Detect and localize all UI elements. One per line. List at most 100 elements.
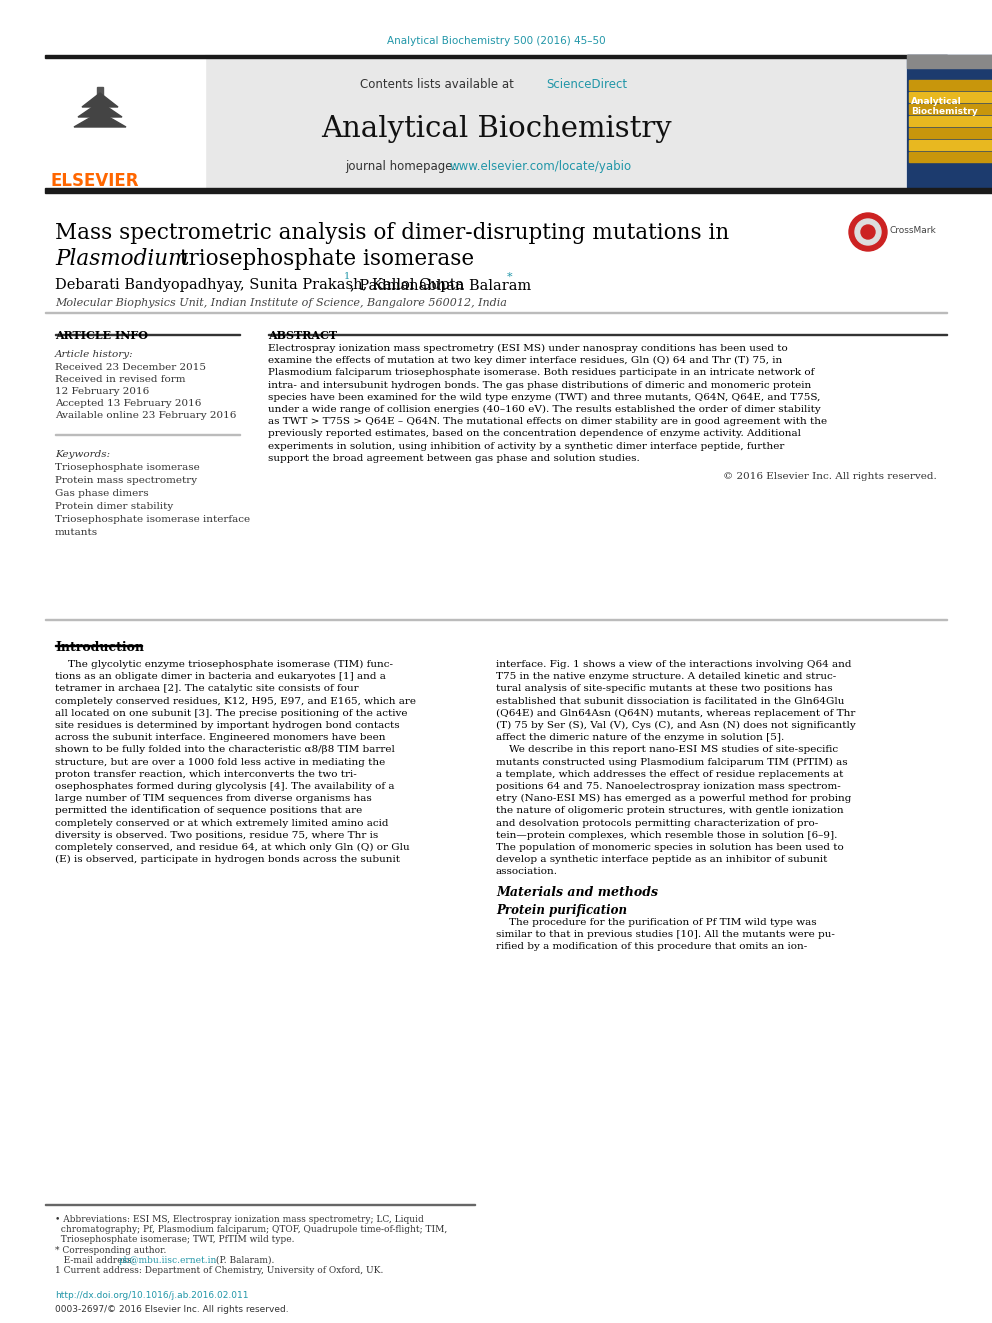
- Text: http://dx.doi.org/10.1016/j.ab.2016.02.011: http://dx.doi.org/10.1016/j.ab.2016.02.0…: [55, 1291, 249, 1301]
- Text: similar to that in previous studies [10]. All the mutants were pu-: similar to that in previous studies [10]…: [496, 930, 835, 939]
- Bar: [907, 56, 992, 191]
- Text: site residues is determined by important hydrogen bond contacts: site residues is determined by important…: [55, 721, 400, 730]
- Bar: [97, 107, 103, 116]
- Text: the nature of oligomeric protein structures, with gentle ionization: the nature of oligomeric protein structu…: [496, 807, 843, 815]
- Text: across the subunit interface. Engineered monomers have been: across the subunit interface. Engineered…: [55, 733, 386, 742]
- Text: * Corresponding author.: * Corresponding author.: [55, 1246, 167, 1256]
- Text: Triosephosphate isomerase: Triosephosphate isomerase: [55, 463, 199, 472]
- Text: E-mail address:: E-mail address:: [55, 1256, 138, 1265]
- Text: chromatography; Pf, Plasmodium falciparum; QTOF, Quadrupole time-of-flight; TIM,: chromatography; Pf, Plasmodium falciparu…: [55, 1225, 447, 1234]
- Circle shape: [855, 220, 881, 245]
- Text: proton transfer reaction, which interconverts the two tri-: proton transfer reaction, which intercon…: [55, 770, 357, 779]
- Text: completely conserved residues, K12, H95, E97, and E165, which are: completely conserved residues, K12, H95,…: [55, 697, 416, 705]
- Text: etry (Nano-ESI MS) has emerged as a powerful method for probing: etry (Nano-ESI MS) has emerged as a powe…: [496, 794, 851, 803]
- Text: as TWT > T75S > Q64E – Q64N. The mutational effects on dimer stability are in go: as TWT > T75S > Q64E – Q64N. The mutatio…: [268, 417, 827, 426]
- Text: CrossMark: CrossMark: [890, 226, 936, 235]
- Text: mutants: mutants: [55, 528, 98, 537]
- Text: positions 64 and 75. Nanoelectrospray ionization mass spectrom-: positions 64 and 75. Nanoelectrospray io…: [496, 782, 841, 791]
- Bar: [909, 93, 992, 102]
- Text: ABSTRACT: ABSTRACT: [268, 329, 337, 341]
- Text: intra- and intersubunit hydrogen bonds. The gas phase distributions of dimeric a: intra- and intersubunit hydrogen bonds. …: [268, 381, 811, 389]
- Polygon shape: [82, 93, 118, 107]
- Bar: [205, 56, 905, 191]
- Bar: [45, 56, 205, 191]
- Text: shown to be fully folded into the characteristic α8/β8 TIM barrel: shown to be fully folded into the charac…: [55, 745, 395, 754]
- Text: , Padmanabhan Balaram: , Padmanabhan Balaram: [350, 278, 532, 292]
- Bar: [45, 56, 947, 58]
- Text: (E) is observed, participate in hydrogen bonds across the subunit: (E) is observed, participate in hydrogen…: [55, 855, 400, 864]
- Text: Triosephosphate isomerase interface: Triosephosphate isomerase interface: [55, 515, 250, 524]
- Text: osephosphates formed during glycolysis [4]. The availability of a: osephosphates formed during glycolysis […: [55, 782, 395, 791]
- Text: 1: 1: [344, 273, 350, 280]
- Text: develop a synthetic interface peptide as an inhibitor of subunit: develop a synthetic interface peptide as…: [496, 855, 827, 864]
- Bar: [909, 79, 992, 90]
- Circle shape: [861, 225, 875, 239]
- Text: Received 23 December 2015: Received 23 December 2015: [55, 363, 206, 372]
- Text: tions as an obligate dimer in bacteria and eukaryotes [1] and a: tions as an obligate dimer in bacteria a…: [55, 672, 386, 681]
- Text: diversity is observed. Two positions, residue 75, where Thr is: diversity is observed. Two positions, re…: [55, 831, 378, 840]
- Bar: [909, 128, 992, 138]
- Text: support the broad agreement between gas phase and solution studies.: support the broad agreement between gas …: [268, 454, 640, 463]
- Text: interface. Fig. 1 shows a view of the interactions involving Q64 and: interface. Fig. 1 shows a view of the in…: [496, 660, 851, 669]
- Text: a template, which addresses the effect of residue replacements at: a template, which addresses the effect o…: [496, 770, 843, 779]
- Text: Plasmodium: Plasmodium: [55, 247, 188, 270]
- Text: ARTICLE INFO: ARTICLE INFO: [55, 329, 148, 341]
- Text: Introduction: Introduction: [55, 642, 144, 654]
- Text: Protein dimer stability: Protein dimer stability: [55, 501, 174, 511]
- Text: affect the dimeric nature of the enzyme in solution [5].: affect the dimeric nature of the enzyme …: [496, 733, 785, 742]
- Text: Keywords:: Keywords:: [55, 450, 110, 459]
- Text: permitted the identification of sequence positions that are: permitted the identification of sequence…: [55, 807, 362, 815]
- Bar: [909, 140, 992, 149]
- Text: The procedure for the purification of Pf TIM wild type was: The procedure for the purification of Pf…: [496, 918, 816, 926]
- Text: www.elsevier.com/locate/yabio: www.elsevier.com/locate/yabio: [449, 160, 631, 173]
- Text: mutants constructed using Plasmodium falciparum TIM (PfTIM) as: mutants constructed using Plasmodium fal…: [496, 758, 847, 767]
- Text: *: *: [507, 273, 513, 282]
- Text: Protein purification: Protein purification: [496, 904, 627, 917]
- Bar: [45, 188, 992, 193]
- Text: ScienceDirect: ScienceDirect: [546, 78, 627, 91]
- Text: tetramer in archaea [2]. The catalytic site consists of four: tetramer in archaea [2]. The catalytic s…: [55, 684, 359, 693]
- Text: established that subunit dissociation is facilitated in the Gln64Glu: established that subunit dissociation is…: [496, 697, 844, 705]
- Text: Gas phase dimers: Gas phase dimers: [55, 490, 149, 497]
- Text: Triosephosphate isomerase; TWT, PfTIM wild type.: Triosephosphate isomerase; TWT, PfTIM wi…: [55, 1234, 295, 1244]
- Bar: [909, 152, 992, 161]
- Text: Molecular Biophysics Unit, Indian Institute of Science, Bangalore 560012, India: Molecular Biophysics Unit, Indian Instit…: [55, 298, 507, 308]
- Text: Electrospray ionization mass spectrometry (ESI MS) under nanospray conditions ha: Electrospray ionization mass spectrometr…: [268, 344, 788, 353]
- Text: tein—protein complexes, which resemble those in solution [6–9].: tein—protein complexes, which resemble t…: [496, 831, 837, 840]
- Text: experiments in solution, using inhibition of activity by a synthetic dimer inter: experiments in solution, using inhibitio…: [268, 442, 785, 451]
- Text: and desolvation protocols permitting characterization of pro-: and desolvation protocols permitting cha…: [496, 819, 818, 828]
- Text: Available online 23 February 2016: Available online 23 February 2016: [55, 411, 236, 419]
- Text: completely conserved, and residue 64, at which only Gln (Q) or Glu: completely conserved, and residue 64, at…: [55, 843, 410, 852]
- Text: triosephosphate isomerase: triosephosphate isomerase: [173, 247, 474, 270]
- Text: (P. Balaram).: (P. Balaram).: [213, 1256, 275, 1265]
- Text: Materials and methods: Materials and methods: [496, 885, 658, 898]
- Text: Analytical Biochemistry 500 (2016) 45–50: Analytical Biochemistry 500 (2016) 45–50: [387, 36, 605, 46]
- Text: examine the effects of mutation at two key dimer interface residues, Gln (Q) 64 : examine the effects of mutation at two k…: [268, 356, 783, 365]
- Text: completely conserved or at which extremely limited amino acid: completely conserved or at which extreme…: [55, 819, 389, 828]
- Text: Debarati Bandyopadhyay, Sunita Prakash, Kallol Gupta: Debarati Bandyopadhyay, Sunita Prakash, …: [55, 278, 464, 292]
- Text: ELSEVIER: ELSEVIER: [50, 172, 139, 191]
- Polygon shape: [78, 102, 122, 116]
- Bar: [97, 87, 103, 105]
- Text: Mass spectrometric analysis of dimer-disrupting mutations in: Mass spectrometric analysis of dimer-dis…: [55, 222, 729, 243]
- Text: Plasmodium falciparum triosephosphate isomerase. Both residues participate in an: Plasmodium falciparum triosephosphate is…: [268, 368, 814, 377]
- Text: Article history:: Article history:: [55, 351, 134, 359]
- Text: rified by a modification of this procedure that omits an ion-: rified by a modification of this procedu…: [496, 942, 807, 951]
- Text: under a wide range of collision energies (40–160 eV). The results established th: under a wide range of collision energies…: [268, 405, 820, 414]
- Text: tural analysis of site-specific mutants at these two positions has: tural analysis of site-specific mutants …: [496, 684, 832, 693]
- Bar: [909, 116, 992, 126]
- Text: pb@mbu.iisc.ernet.in: pb@mbu.iisc.ernet.in: [119, 1256, 217, 1265]
- Text: (Q64E) and Gln64Asn (Q64N) mutants, whereas replacement of Thr: (Q64E) and Gln64Asn (Q64N) mutants, wher…: [496, 709, 855, 718]
- Text: We describe in this report nano-ESI MS studies of site-specific: We describe in this report nano-ESI MS s…: [496, 745, 838, 754]
- Text: 12 February 2016: 12 February 2016: [55, 388, 149, 396]
- Text: species have been examined for the wild type enzyme (TWT) and three mutants, Q64: species have been examined for the wild …: [268, 393, 820, 402]
- Text: T75 in the native enzyme structure. A detailed kinetic and struc-: T75 in the native enzyme structure. A de…: [496, 672, 836, 681]
- Text: (T) 75 by Ser (S), Val (V), Cys (C), and Asn (N) does not significantly: (T) 75 by Ser (S), Val (V), Cys (C), and…: [496, 721, 856, 730]
- Bar: [907, 56, 992, 67]
- Bar: [909, 105, 992, 114]
- Text: journal homepage:: journal homepage:: [345, 160, 460, 173]
- Text: 0003-2697/© 2016 Elsevier Inc. All rights reserved.: 0003-2697/© 2016 Elsevier Inc. All right…: [55, 1304, 289, 1314]
- Text: © 2016 Elsevier Inc. All rights reserved.: © 2016 Elsevier Inc. All rights reserved…: [723, 472, 937, 482]
- Text: Analytical Biochemistry: Analytical Biochemistry: [320, 115, 672, 143]
- Text: association.: association.: [496, 868, 558, 876]
